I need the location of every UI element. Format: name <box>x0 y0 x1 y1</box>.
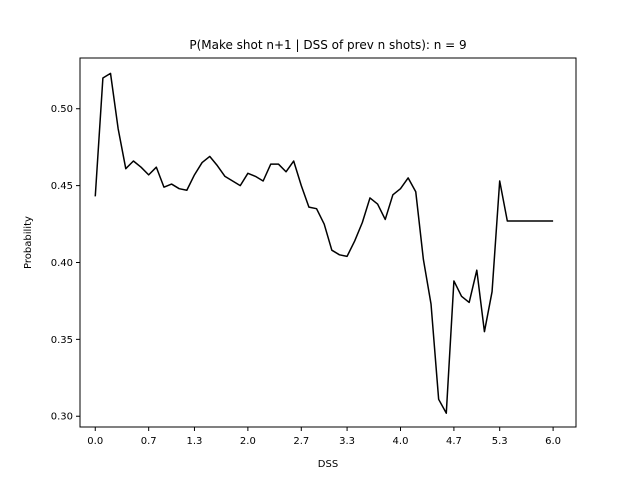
y-tick-label: 0.40 <box>51 258 73 269</box>
y-tick-label: 0.45 <box>51 181 73 192</box>
x-tick-label: 5.3 <box>492 436 508 447</box>
y-tick-label: 0.35 <box>51 335 73 346</box>
x-tick-label: 4.0 <box>393 436 409 447</box>
plot-lines <box>94 72 554 414</box>
x-tick-label: 0.0 <box>87 436 103 447</box>
x-tick-label: 2.7 <box>293 436 309 447</box>
x-tick-label: 6.0 <box>545 436 561 447</box>
x-tick-label: 2.0 <box>240 436 256 447</box>
series-line <box>94 72 554 414</box>
x-tick-label: 0.7 <box>141 436 157 447</box>
y-axis-label: Probability <box>23 216 34 269</box>
x-axis: 0.0 0.7 1.3 2.0 2.7 3.3 4.0 4.7 5.3 6.0 <box>87 427 561 447</box>
y-axis: 0.30 0.35 0.40 0.45 0.50 <box>51 104 80 423</box>
chart-title: P(Make shot n+1 | DSS of prev n shots): … <box>189 38 466 52</box>
y-tick-label: 0.50 <box>51 104 73 115</box>
x-tick-label: 3.3 <box>339 436 355 447</box>
y-tick-label: 0.30 <box>51 412 73 423</box>
x-tick-label: 4.7 <box>446 436 462 447</box>
plot-area-frame <box>79 57 577 428</box>
x-tick-label: 1.3 <box>187 436 203 447</box>
x-axis-label: DSS <box>318 459 338 470</box>
